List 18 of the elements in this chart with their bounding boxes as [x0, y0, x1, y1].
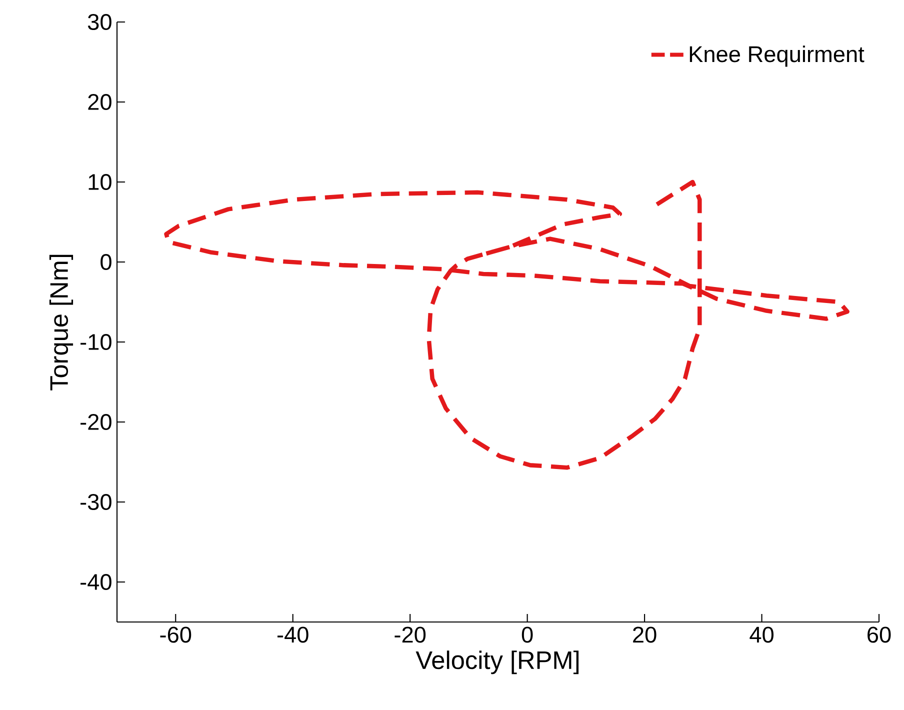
x-axis-title: Velocity [RPM]: [416, 650, 579, 674]
y-tick-label: 30: [88, 14, 112, 30]
x-tick-label: 20: [633, 626, 656, 643]
y-axis-title: Torque [Nm]: [49, 254, 74, 390]
x-tick-label: 0: [522, 626, 533, 643]
y-tick-label: 20: [88, 94, 112, 110]
legend-label: Knee Requirment: [690, 46, 864, 67]
y-tick-label: -30: [80, 494, 112, 510]
x-tick-label: 40: [750, 626, 774, 643]
y-tick-label: 10: [88, 174, 112, 190]
x-tick-label: -20: [394, 626, 426, 643]
y-tick-label: -20: [80, 414, 112, 430]
y-tick-label: -40: [80, 574, 112, 590]
y-tick-label: 0: [100, 254, 112, 270]
x-tick-label: 60: [868, 626, 891, 643]
y-tick-label: -10: [80, 334, 112, 350]
x-tick-label: -40: [277, 626, 308, 643]
x-tick-label: -60: [160, 626, 192, 643]
